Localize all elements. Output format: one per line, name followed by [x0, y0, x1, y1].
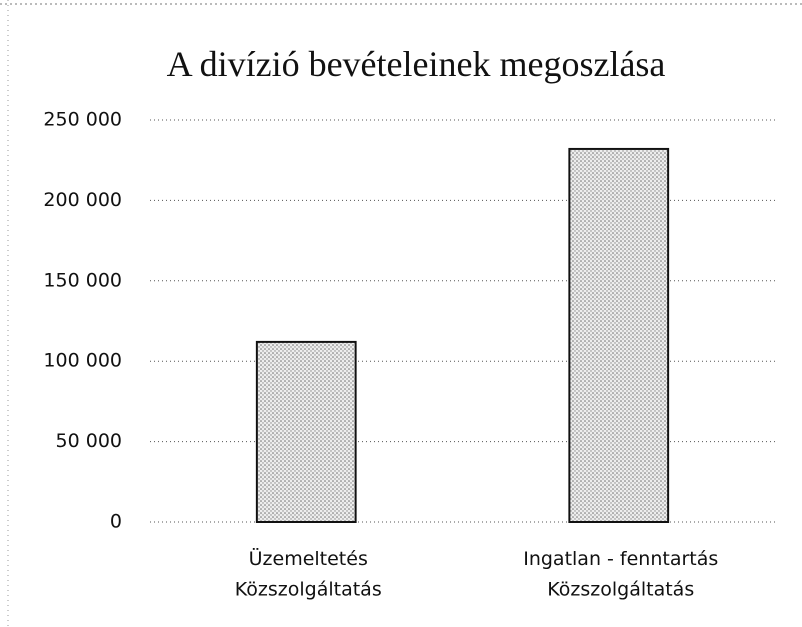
bar-tint [570, 149, 668, 521]
x-tick-label: Ingatlan - fenntartás Közszolgáltatás [523, 548, 718, 600]
x-tick-label: Üzemeltetés Közszolgáltatás [235, 547, 382, 600]
y-tick-label: 250 000 [43, 109, 122, 131]
bar-tint [257, 342, 355, 521]
y-tick-label: 0 [110, 511, 122, 533]
y-tick-label: 100 000 [43, 350, 122, 372]
bar [568, 147, 670, 523]
chart-title: A divízió bevételeinek megoszlása [167, 44, 666, 84]
y-tick-label: 200 000 [43, 189, 122, 211]
y-tick-label: 150 000 [43, 269, 122, 291]
bar [255, 340, 357, 523]
y-tick-label: 50 000 [56, 430, 122, 452]
